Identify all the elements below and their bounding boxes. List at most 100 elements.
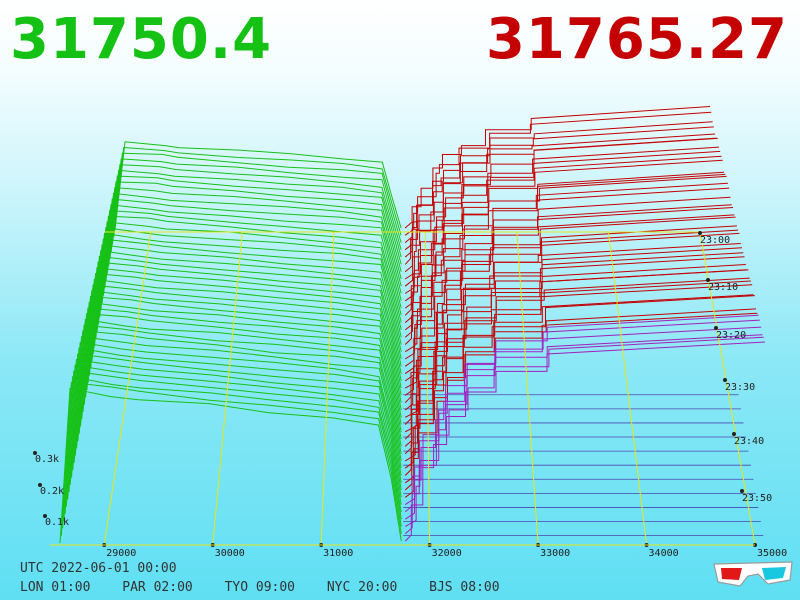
ask-depth-line bbox=[404, 182, 728, 331]
price-tick-label: 34000 bbox=[649, 548, 679, 559]
ask-depth-line bbox=[404, 126, 714, 251]
bid-depth-line bbox=[62, 376, 402, 529]
ask-depth-line bbox=[405, 326, 762, 520]
3d-glasses-icon[interactable] bbox=[712, 558, 794, 590]
bid-depth-line bbox=[96, 221, 402, 332]
chart-baseline-plane bbox=[403, 394, 764, 537]
ask-depth-line bbox=[404, 295, 755, 484]
depth-tick-label: 0.2k bbox=[40, 486, 64, 497]
depth-tick-dot bbox=[33, 451, 37, 455]
bid-depth-line bbox=[59, 387, 402, 544]
bid-depth-line bbox=[94, 232, 402, 347]
ask-depth-line bbox=[404, 175, 727, 323]
timezone-beijing: BJS 08:00 bbox=[429, 580, 500, 595]
ask-depth-line bbox=[404, 336, 764, 535]
ask-depth-series bbox=[404, 106, 766, 542]
bid-depth-line bbox=[88, 255, 402, 376]
time-tick-dot bbox=[740, 489, 744, 493]
chart-labels: 29000 30000 31000 32000 33000 34000 35000 0.1k 0… bbox=[33, 231, 787, 559]
bid-depth-line bbox=[110, 158, 402, 252]
price-tick-label: 33000 bbox=[540, 548, 570, 559]
ask-depth-line bbox=[404, 294, 754, 476]
bid-depth-series bbox=[59, 141, 402, 544]
ask-depth-line bbox=[404, 269, 748, 440]
utc-timestamp: UTC 2022-06-01 00:00 bbox=[20, 561, 177, 576]
ask-depth-line bbox=[404, 243, 741, 404]
ask-depth-line bbox=[404, 171, 725, 309]
ask-depth-line bbox=[404, 308, 757, 491]
depth-tick-label: 0.3k bbox=[35, 454, 59, 465]
time-tick-label: 23:20 bbox=[716, 330, 746, 341]
price-tick-label: 30000 bbox=[215, 548, 245, 559]
ask-depth-line bbox=[404, 204, 732, 353]
bid-depth-line bbox=[64, 364, 402, 514]
bid-depth-line bbox=[90, 250, 402, 369]
bid-depth-line bbox=[95, 227, 402, 340]
timezone-row: LON 01:00 PAR 02:00 TYO 09:00 NYC 20:00 … bbox=[20, 580, 524, 595]
bid-depth-line bbox=[65, 359, 402, 507]
time-tick-label: 23:50 bbox=[742, 493, 772, 504]
ask-depth-line bbox=[405, 334, 763, 527]
ask-depth-line bbox=[404, 252, 744, 418]
bid-depth-line bbox=[71, 336, 402, 478]
bid-depth-line bbox=[101, 198, 402, 303]
bid-depth-line bbox=[80, 295, 402, 427]
bid-depth-line bbox=[103, 192, 402, 296]
price-tick-label: 31000 bbox=[323, 548, 353, 559]
price-grid-line bbox=[516, 231, 539, 546]
bid-depth-line bbox=[97, 215, 402, 325]
bid-depth-line bbox=[99, 209, 402, 318]
bid-depth-line bbox=[60, 381, 402, 536]
price-grid-line bbox=[607, 231, 648, 546]
time-tick-dot bbox=[698, 231, 702, 235]
ask-depth-line bbox=[404, 150, 721, 287]
ask-depth-line bbox=[404, 111, 712, 236]
ask-depth-line bbox=[404, 146, 720, 280]
ask-depth-line bbox=[404, 155, 722, 294]
bid-depth-line bbox=[86, 267, 402, 391]
depth-tick-dot bbox=[38, 483, 42, 487]
ask-depth-line bbox=[404, 256, 745, 425]
time-tick-dot bbox=[714, 326, 718, 330]
depth-tick-dot bbox=[43, 514, 47, 518]
timezone-london: LON 01:00 bbox=[20, 580, 91, 595]
ask-depth-line bbox=[404, 133, 716, 258]
bid-depth-line bbox=[68, 347, 402, 493]
time-tick-label: 23:00 bbox=[700, 235, 730, 246]
bid-depth-line bbox=[83, 278, 402, 405]
bid-depth-line bbox=[106, 175, 402, 274]
ask-depth-line bbox=[404, 214, 735, 367]
bid-depth-line bbox=[72, 330, 402, 471]
bid-depth-line bbox=[85, 273, 402, 398]
ask-depth-line bbox=[404, 187, 730, 338]
price-grid-line bbox=[424, 231, 431, 546]
time-tick-dot bbox=[732, 432, 736, 436]
ask-depth-line bbox=[404, 284, 753, 469]
time-tick-label: 23:10 bbox=[708, 282, 738, 293]
bid-depth-line bbox=[63, 370, 402, 522]
bid-depth-line bbox=[82, 284, 402, 413]
bid-depth-line bbox=[91, 244, 402, 362]
bid-depth-line bbox=[105, 181, 402, 282]
bid-depth-line bbox=[76, 313, 402, 449]
ask-depth-line bbox=[404, 173, 726, 316]
bid-depth-line bbox=[81, 290, 402, 420]
bid-depth-line bbox=[111, 152, 402, 245]
time-tick-dot bbox=[723, 378, 727, 382]
timezone-newyork: NYC 20:00 bbox=[326, 580, 398, 595]
bid-depth-line bbox=[69, 341, 402, 485]
price-grid-line bbox=[699, 231, 756, 546]
ask-depth-line bbox=[404, 207, 734, 360]
time-tick-label: 23:40 bbox=[734, 436, 764, 447]
bid-depth-line bbox=[109, 164, 402, 260]
bid-depth-line bbox=[67, 353, 402, 500]
bid-price: 31750.4 bbox=[10, 7, 273, 72]
ask-depth-line bbox=[404, 247, 743, 411]
price-tick-label: 29000 bbox=[106, 548, 136, 559]
bid-depth-line bbox=[73, 324, 402, 463]
ask-depth-line bbox=[404, 159, 723, 302]
bid-depth-line bbox=[74, 318, 402, 456]
ask-depth-line bbox=[404, 341, 766, 542]
ask-depth-line bbox=[404, 196, 731, 345]
